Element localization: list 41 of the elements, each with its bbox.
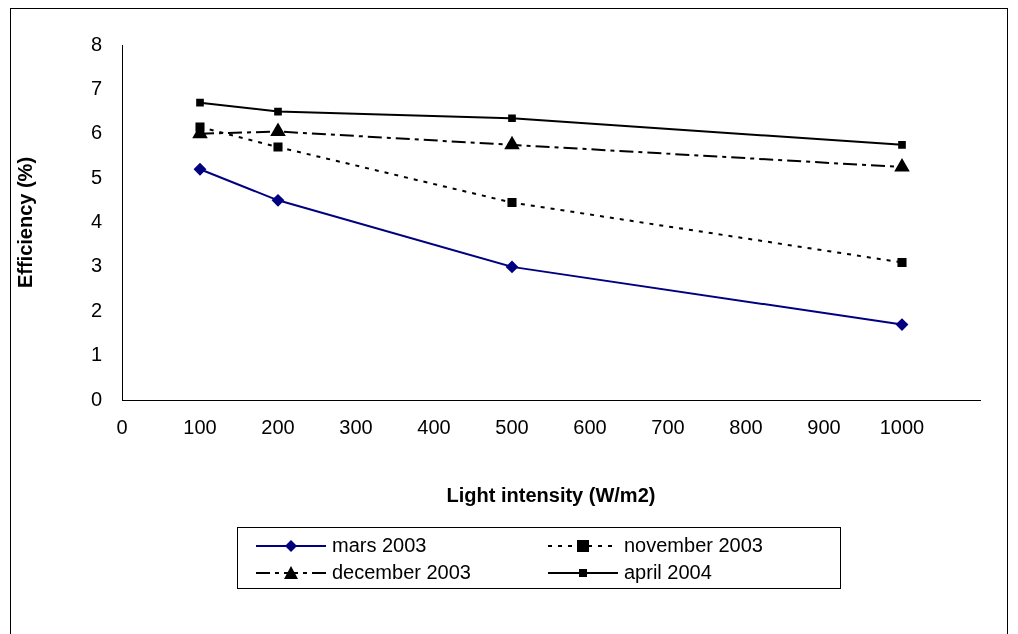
point [897, 257, 907, 267]
point [894, 159, 910, 172]
legend-label: mars 2003 [332, 534, 427, 557]
x-tick-label: 700 [651, 415, 685, 438]
y-tick-label: 4 [90, 210, 102, 233]
y-tick-label: 0 [90, 387, 102, 410]
x-tick-label: 100 [183, 415, 217, 438]
legend-label: april 2004 [624, 561, 712, 584]
y-tick-label: 2 [90, 298, 102, 321]
x-tick-label: 900 [807, 415, 841, 438]
point [504, 136, 520, 150]
point [898, 141, 906, 149]
x-tick-label: 600 [573, 415, 607, 438]
y-tick-label: 8 [90, 32, 102, 55]
point [896, 318, 908, 331]
x-tick-label: 1000 [879, 415, 925, 438]
point [273, 142, 283, 152]
point [507, 198, 517, 208]
y-axis-title: Efficiency (%) [13, 156, 36, 289]
legend-label: december 2003 [332, 561, 471, 584]
y-tick-label: 1 [90, 343, 102, 366]
y-tick-label: 5 [90, 165, 102, 188]
legend-label: november 2003 [624, 534, 763, 557]
y-tick-label: 6 [90, 121, 102, 144]
point [272, 194, 284, 207]
point [274, 107, 282, 116]
x-tick-label: 500 [495, 415, 529, 438]
x-tick-label: 800 [729, 415, 763, 438]
point [196, 98, 204, 107]
point [195, 122, 205, 132]
y-tick-label: 7 [90, 76, 102, 99]
y-tick-label: 3 [90, 254, 102, 277]
point [506, 260, 518, 273]
point [508, 114, 516, 123]
x-tick-label: 300 [339, 415, 373, 438]
point [194, 163, 206, 176]
point [270, 123, 286, 137]
x-tick-label: 0 [116, 415, 128, 438]
x-axis-title: Light intensity (W/m2) [446, 483, 656, 506]
x-tick-label: 200 [261, 415, 295, 438]
x-tick-label: 400 [417, 415, 451, 438]
